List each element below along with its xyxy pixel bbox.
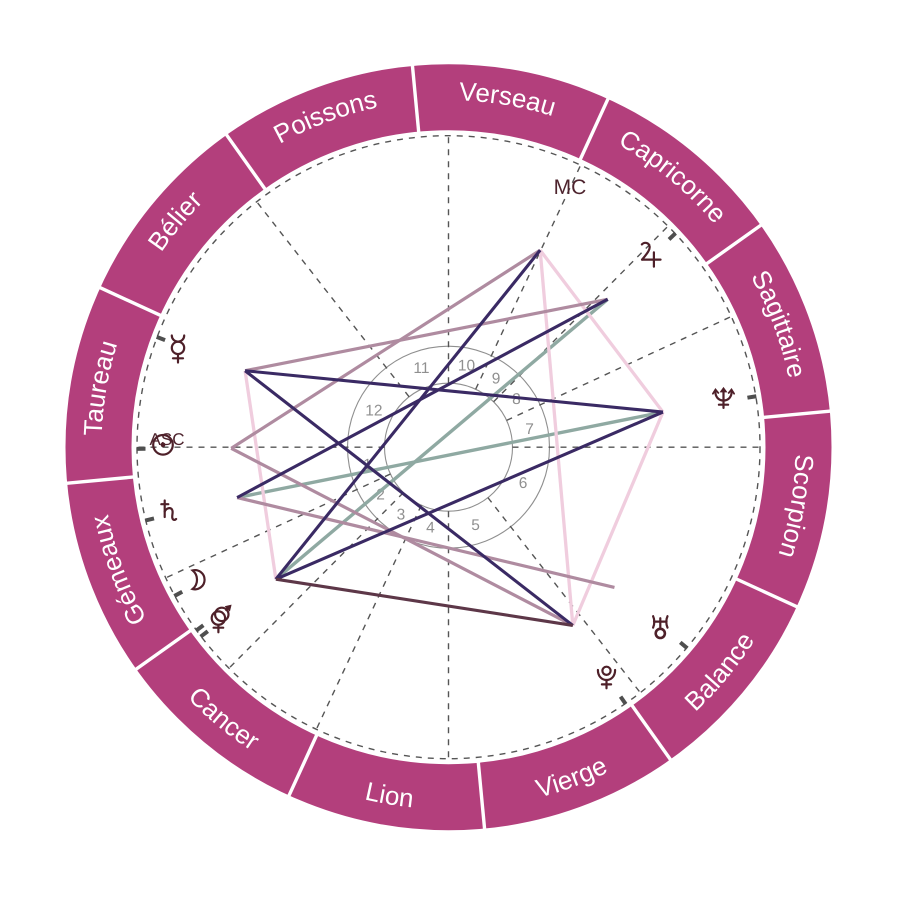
svg-text:2: 2 (376, 486, 385, 503)
svg-text:7: 7 (525, 421, 534, 438)
svg-text:6: 6 (519, 475, 528, 492)
svg-text:10: 10 (458, 358, 476, 375)
svg-text:5: 5 (471, 517, 480, 534)
svg-text:12: 12 (365, 402, 382, 419)
svg-text:3: 3 (397, 507, 406, 524)
svg-text:4: 4 (426, 520, 435, 537)
svg-text:11: 11 (413, 360, 429, 377)
svg-text:8: 8 (512, 391, 521, 408)
svg-text:9: 9 (492, 371, 501, 388)
svg-text:MC: MC (554, 176, 587, 199)
svg-text:ASC: ASC (150, 430, 185, 449)
